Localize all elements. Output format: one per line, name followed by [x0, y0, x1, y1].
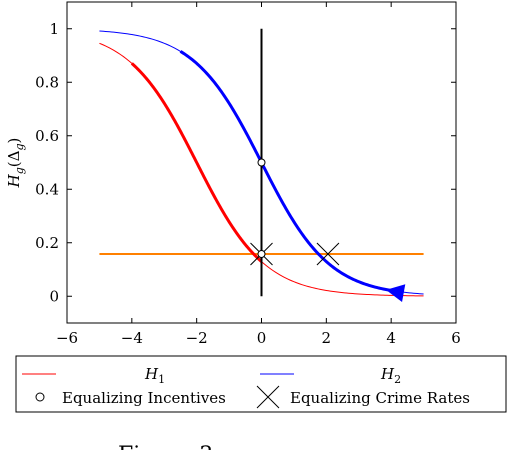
legend-label-1: H1 [144, 365, 165, 386]
x-tick-label: 2 [322, 329, 332, 347]
x-tick-label: 4 [386, 329, 396, 347]
crime-rate-marker [316, 242, 340, 266]
plot-area [99, 28, 424, 302]
legend-label-crime-rates: Equalizing Crime Rates [290, 389, 470, 407]
legend-box [15, 355, 507, 413]
legend-cross-icon [256, 385, 280, 409]
legend-label-incentives: Equalizing Incentives [62, 389, 226, 407]
y-axis-label: Hg(Δg) [5, 138, 26, 189]
y-tick-label: 0.4 [35, 180, 59, 198]
x-tick-label: 0 [257, 329, 267, 347]
series-2-arrow [385, 284, 406, 302]
x-tick-label: −2 [186, 329, 208, 347]
caption: Figure 3: [118, 443, 221, 450]
legend-label-2: H2 [380, 365, 401, 386]
legend: H1 H2 Equalizing Incentives Equalizing Crim… [15, 355, 507, 413]
y-tick-label: 0.8 [35, 73, 59, 91]
incentive-marker [257, 158, 266, 167]
plot-content [99, 28, 424, 302]
series-2-highlight [179, 50, 392, 292]
axes: −6 −4 −2 0 2 4 6 0 0.2 0.4 0.6 0.8 1 Hg(Δg) [5, 1, 461, 347]
incentive-marker [257, 249, 266, 258]
y-tick-label: 0 [49, 287, 59, 305]
y-tick-label: 0.2 [35, 234, 59, 252]
figure-caption: Figure 3: [118, 443, 221, 450]
x-tick-label: −4 [121, 329, 143, 347]
legend-circle-icon [35, 392, 45, 402]
series-1-highlight [130, 62, 263, 263]
y-tick-label: 0.6 [35, 127, 59, 145]
x-tick-label: −6 [56, 329, 78, 347]
y-tick-label: 1 [49, 20, 59, 38]
x-tick-label: 6 [451, 329, 461, 347]
